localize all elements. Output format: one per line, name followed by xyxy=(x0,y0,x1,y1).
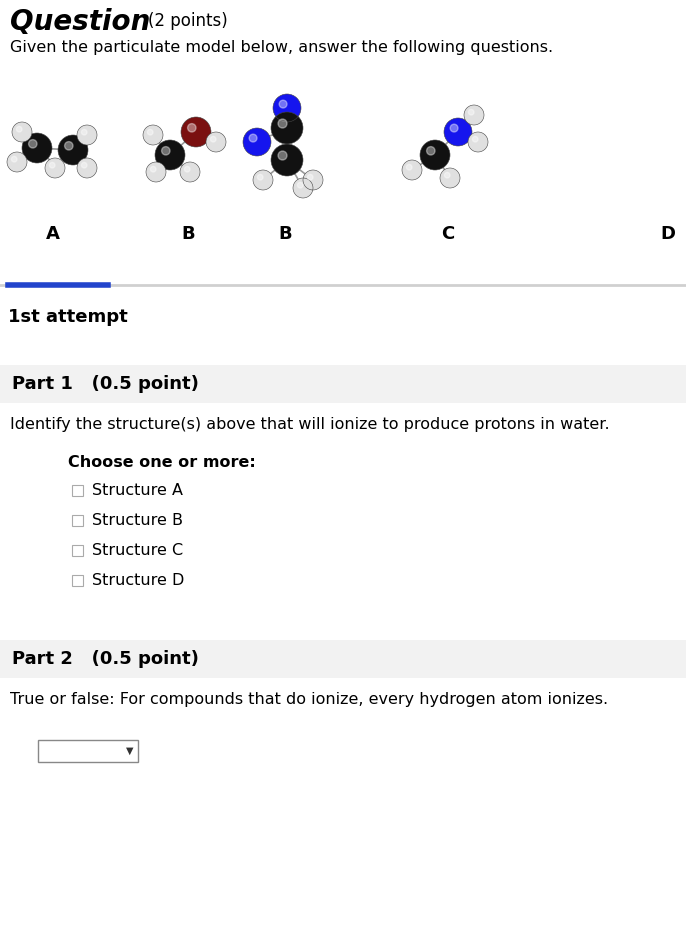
Circle shape xyxy=(181,117,211,147)
Circle shape xyxy=(293,178,313,198)
Circle shape xyxy=(279,100,287,108)
Circle shape xyxy=(257,175,263,180)
Text: Structure C: Structure C xyxy=(92,543,183,558)
FancyBboxPatch shape xyxy=(72,485,83,496)
Circle shape xyxy=(147,129,153,135)
FancyBboxPatch shape xyxy=(72,575,83,586)
Text: 1st attempt: 1st attempt xyxy=(8,308,128,326)
Circle shape xyxy=(82,129,87,135)
Circle shape xyxy=(77,158,97,178)
Circle shape xyxy=(29,140,37,148)
Circle shape xyxy=(150,166,156,172)
Circle shape xyxy=(58,135,88,165)
Text: B: B xyxy=(181,225,195,243)
Text: Part 1   (0.5 point): Part 1 (0.5 point) xyxy=(12,375,199,393)
Text: C: C xyxy=(441,225,455,243)
Circle shape xyxy=(187,124,196,132)
Text: Structure D: Structure D xyxy=(92,573,185,588)
Text: Structure B: Structure B xyxy=(92,513,183,528)
Circle shape xyxy=(155,140,185,170)
Text: B: B xyxy=(279,225,292,243)
Circle shape xyxy=(278,119,287,128)
Circle shape xyxy=(12,156,17,162)
Circle shape xyxy=(298,182,303,188)
Circle shape xyxy=(450,125,458,132)
Text: D: D xyxy=(661,225,676,243)
Circle shape xyxy=(402,160,422,180)
Circle shape xyxy=(427,147,435,155)
Circle shape xyxy=(49,163,55,168)
Circle shape xyxy=(444,118,472,146)
Text: Choose one or more:: Choose one or more: xyxy=(68,455,256,470)
Circle shape xyxy=(468,132,488,152)
Circle shape xyxy=(22,133,52,163)
Circle shape xyxy=(473,137,478,142)
Circle shape xyxy=(278,151,287,160)
Circle shape xyxy=(469,110,474,115)
Circle shape xyxy=(406,165,412,170)
Text: (2 points): (2 points) xyxy=(148,12,228,30)
Circle shape xyxy=(12,122,32,142)
FancyBboxPatch shape xyxy=(72,545,83,556)
Circle shape xyxy=(206,132,226,152)
Circle shape xyxy=(185,166,190,172)
Circle shape xyxy=(307,175,313,180)
FancyBboxPatch shape xyxy=(72,515,83,526)
Circle shape xyxy=(420,140,450,170)
Circle shape xyxy=(143,125,163,145)
Circle shape xyxy=(271,144,303,176)
Circle shape xyxy=(211,137,216,142)
FancyBboxPatch shape xyxy=(38,740,138,762)
Text: Given the particulate model below, answer the following questions.: Given the particulate model below, answe… xyxy=(10,40,553,55)
Circle shape xyxy=(440,168,460,188)
FancyBboxPatch shape xyxy=(0,640,686,678)
Text: ▼: ▼ xyxy=(126,746,134,756)
Circle shape xyxy=(77,125,97,145)
Circle shape xyxy=(146,162,166,182)
Text: Part 2   (0.5 point): Part 2 (0.5 point) xyxy=(12,650,199,668)
Circle shape xyxy=(249,134,257,142)
Text: Question: Question xyxy=(10,8,150,36)
Text: A: A xyxy=(46,225,60,243)
Circle shape xyxy=(243,128,271,156)
Circle shape xyxy=(64,141,73,150)
Circle shape xyxy=(16,126,22,132)
Circle shape xyxy=(464,105,484,125)
Circle shape xyxy=(271,112,303,144)
Circle shape xyxy=(180,162,200,182)
Circle shape xyxy=(45,158,65,178)
Text: Structure A: Structure A xyxy=(92,483,183,498)
Text: True or false: For compounds that do ionize, every hydrogen atom ionizes.: True or false: For compounds that do ion… xyxy=(10,692,608,707)
Circle shape xyxy=(303,170,323,190)
Circle shape xyxy=(162,147,170,155)
Circle shape xyxy=(253,170,273,190)
Circle shape xyxy=(445,172,450,178)
FancyBboxPatch shape xyxy=(0,365,686,403)
Text: Identify the structure(s) above that will ionize to produce protons in water.: Identify the structure(s) above that wil… xyxy=(10,417,610,432)
Circle shape xyxy=(82,163,87,168)
Circle shape xyxy=(273,94,301,122)
Circle shape xyxy=(7,152,27,172)
